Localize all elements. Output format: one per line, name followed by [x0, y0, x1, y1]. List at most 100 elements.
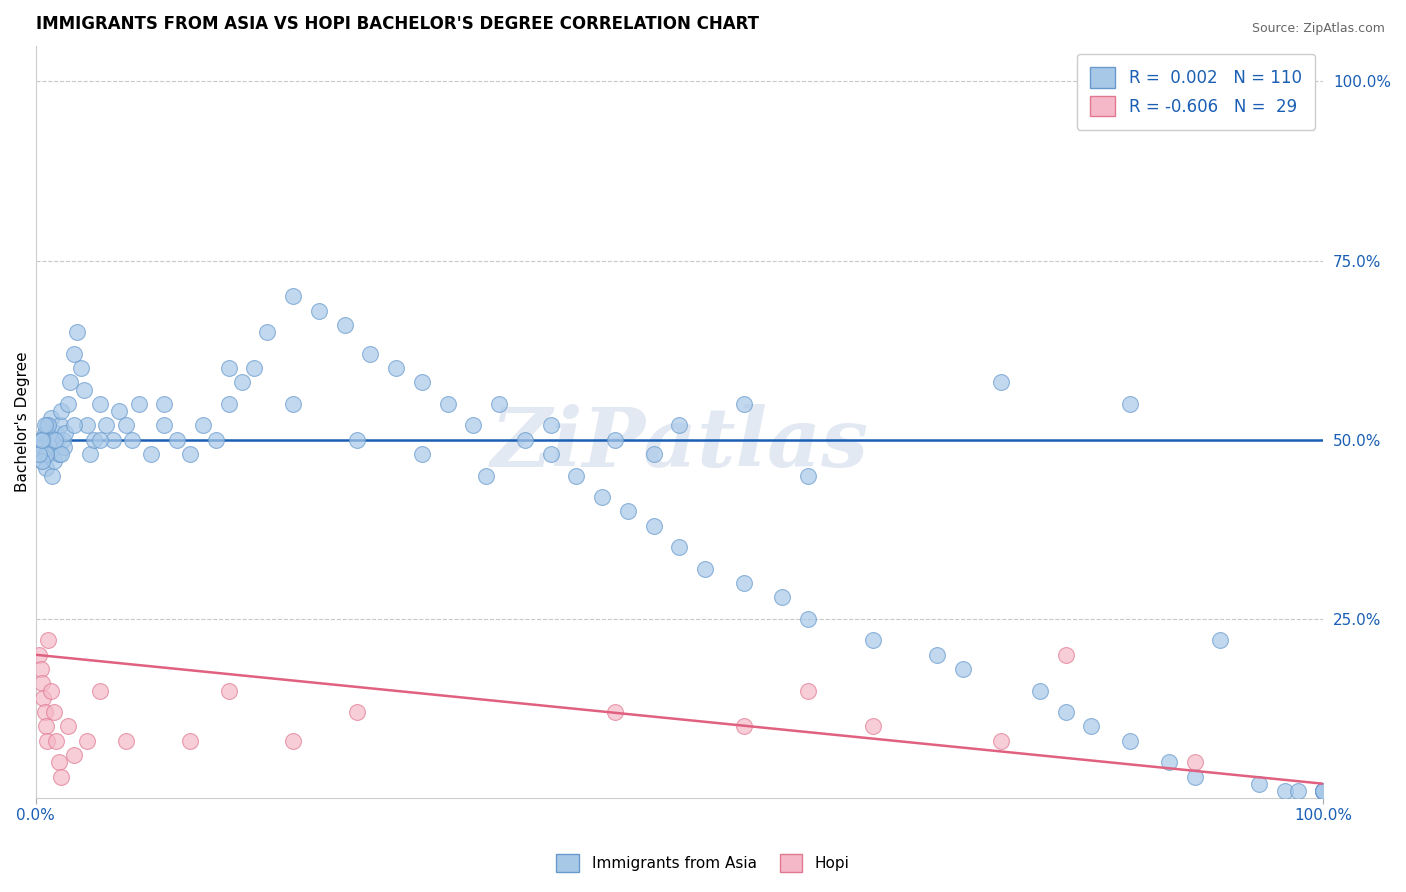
Point — [617, 504, 640, 518]
Point — [66, 326, 89, 340]
Point — [28, 447, 51, 461]
Point — [153, 418, 176, 433]
Point — [952, 662, 974, 676]
Point — [53, 425, 76, 440]
Text: Source: ZipAtlas.com: Source: ZipAtlas.com — [1251, 22, 1385, 36]
Point — [695, 562, 717, 576]
Point — [166, 433, 188, 447]
Point — [52, 440, 75, 454]
Point — [76, 418, 98, 433]
Point — [308, 303, 330, 318]
Point — [89, 433, 111, 447]
Point — [1312, 784, 1334, 798]
Point — [205, 433, 228, 447]
Point — [1080, 719, 1102, 733]
Point — [63, 347, 86, 361]
Point — [1119, 733, 1142, 747]
Point — [513, 433, 536, 447]
Point — [603, 705, 626, 719]
Point — [30, 433, 52, 447]
Point — [333, 318, 356, 332]
Point — [256, 326, 278, 340]
Point — [28, 648, 51, 662]
Point — [281, 733, 304, 747]
Point — [603, 433, 626, 447]
Point — [41, 468, 63, 483]
Point — [31, 454, 53, 468]
Point — [101, 433, 124, 447]
Point — [35, 461, 58, 475]
Point — [668, 541, 690, 555]
Point — [565, 468, 588, 483]
Point — [89, 397, 111, 411]
Point — [1054, 648, 1077, 662]
Point — [1312, 784, 1334, 798]
Point — [463, 418, 485, 433]
Point — [73, 383, 96, 397]
Point — [114, 418, 136, 433]
Point — [179, 733, 201, 747]
Point — [218, 397, 240, 411]
Point — [346, 705, 368, 719]
Point — [1157, 756, 1180, 770]
Point — [218, 361, 240, 376]
Point — [1312, 784, 1334, 798]
Point — [1119, 397, 1142, 411]
Point — [34, 425, 56, 440]
Point — [51, 447, 73, 461]
Point — [35, 447, 58, 461]
Point — [42, 705, 65, 719]
Point — [668, 418, 690, 433]
Point — [643, 447, 665, 461]
Point — [30, 433, 52, 447]
Point — [153, 397, 176, 411]
Point — [797, 612, 820, 626]
Point — [56, 719, 79, 733]
Point — [475, 468, 498, 483]
Point — [281, 397, 304, 411]
Point — [488, 397, 510, 411]
Point — [44, 440, 66, 454]
Point — [1029, 683, 1052, 698]
Point — [39, 683, 62, 698]
Point — [770, 591, 793, 605]
Point — [1312, 784, 1334, 798]
Point — [59, 376, 82, 390]
Point — [643, 518, 665, 533]
Point — [385, 361, 408, 376]
Text: ZiPatlas: ZiPatlas — [491, 404, 869, 484]
Point — [411, 376, 433, 390]
Point — [862, 633, 884, 648]
Point — [37, 633, 59, 648]
Point — [797, 468, 820, 483]
Point — [37, 418, 59, 433]
Point — [1054, 705, 1077, 719]
Point — [179, 447, 201, 461]
Point — [48, 756, 70, 770]
Point — [35, 719, 58, 733]
Point — [31, 676, 53, 690]
Point — [44, 433, 66, 447]
Point — [591, 490, 613, 504]
Point — [359, 347, 381, 361]
Point — [46, 433, 69, 447]
Point — [31, 454, 53, 468]
Point — [63, 418, 86, 433]
Point — [89, 683, 111, 698]
Point — [990, 733, 1012, 747]
Point — [48, 447, 70, 461]
Y-axis label: Bachelor's Degree: Bachelor's Degree — [15, 351, 30, 492]
Point — [56, 397, 79, 411]
Point — [243, 361, 266, 376]
Text: IMMIGRANTS FROM ASIA VS HOPI BACHELOR'S DEGREE CORRELATION CHART: IMMIGRANTS FROM ASIA VS HOPI BACHELOR'S … — [35, 15, 759, 33]
Legend: Immigrants from Asia, Hopi: Immigrants from Asia, Hopi — [548, 846, 858, 880]
Point — [231, 376, 253, 390]
Point — [1312, 784, 1334, 798]
Point — [121, 433, 143, 447]
Point — [411, 447, 433, 461]
Point — [76, 733, 98, 747]
Point — [37, 418, 59, 433]
Point — [862, 719, 884, 733]
Point — [52, 433, 75, 447]
Point — [63, 747, 86, 762]
